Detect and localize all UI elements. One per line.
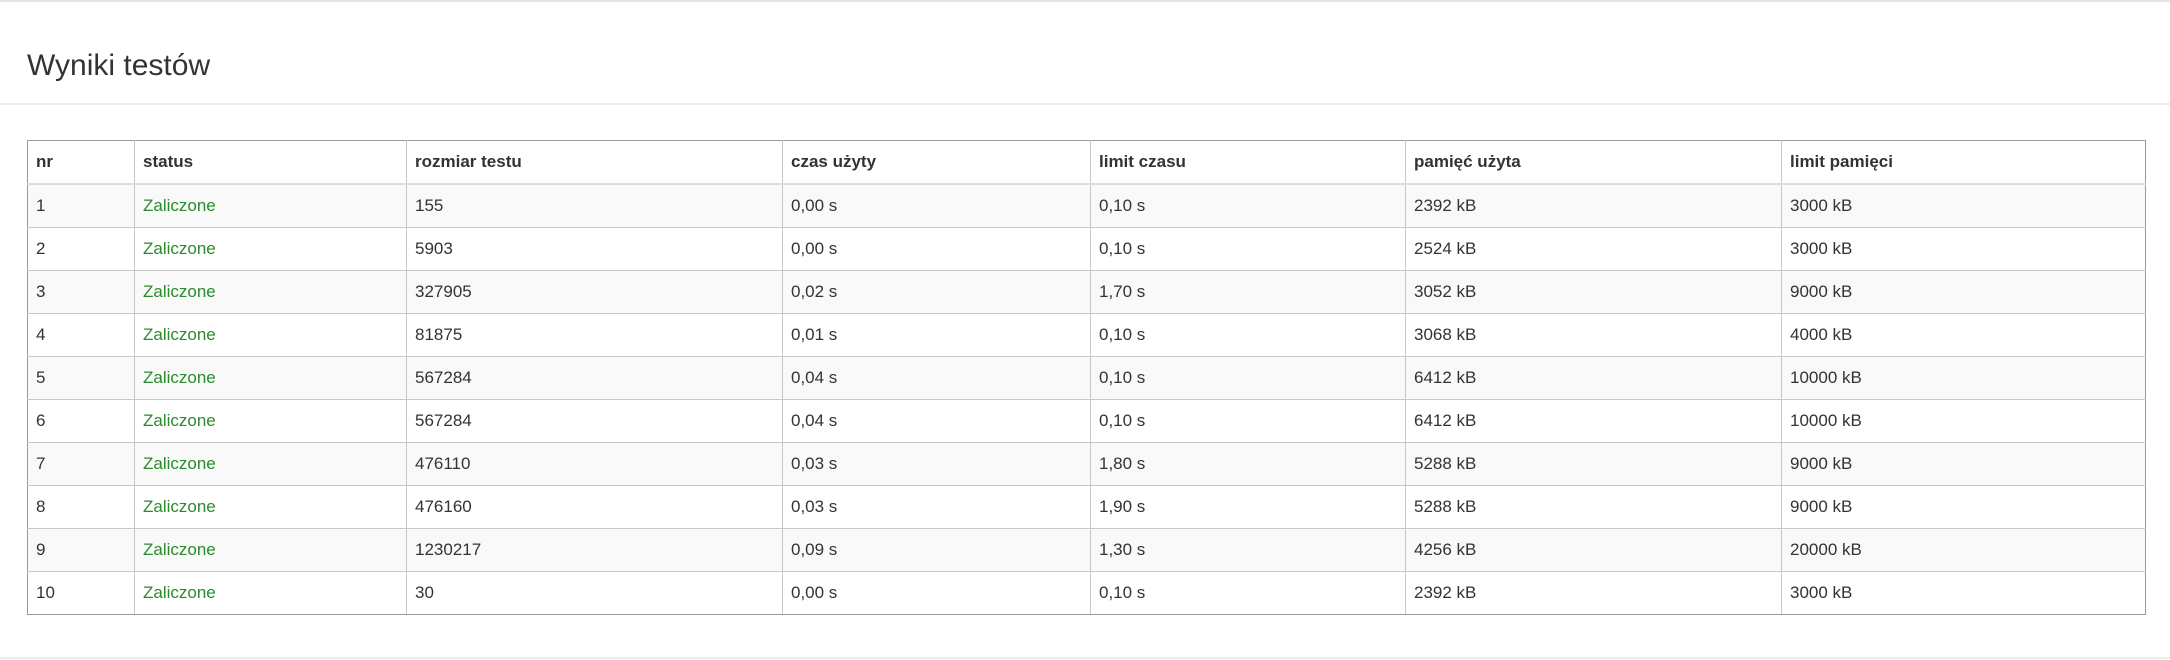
cell-status: Zaliczone [134,227,407,271]
cell-time-used: 0,00 s [782,183,1091,228]
cell-time-limit: 0,10 s [1090,227,1406,271]
cell-test-size: 30 [406,571,783,615]
table-row: 1 Zaliczone 155 0,00 s 0,10 s 2392 kB 3000 kB [27,183,2146,228]
cell-memory-limit: 10000 kB [1781,356,2146,400]
table-row: 6 Zaliczone 567284 0,04 s 0,10 s 6412 kB 10000… [27,399,2146,443]
cell-time-limit: 0,10 s [1090,399,1406,443]
cell-status: Zaliczone [134,356,407,400]
cell-memory-used: 6412 kB [1405,356,1782,400]
column-header-nr: nr [27,140,135,185]
table-row: 3 Zaliczone 327905 0,02 s 1,70 s 3052 kB 9000 … [27,270,2146,314]
table-row: 4 Zaliczone 81875 0,01 s 0,10 s 3068 kB 4000 k… [27,313,2146,357]
test-results-table: nr status rozmiar testu czas użyty limit… [27,140,2146,615]
cell-time-used: 0,09 s [782,528,1091,572]
cell-time-used: 0,00 s [782,571,1091,615]
cell-test-size: 1230217 [406,528,783,572]
top-divider [0,0,2170,2]
cell-nr: 6 [27,399,135,443]
cell-memory-limit: 4000 kB [1781,313,2146,357]
cell-test-size: 476110 [406,442,783,486]
cell-time-used: 0,03 s [782,485,1091,529]
cell-memory-limit: 9000 kB [1781,442,2146,486]
cell-time-used: 0,00 s [782,227,1091,271]
column-header-memory-used: pamięć użyta [1405,140,1782,185]
cell-time-limit: 1,80 s [1090,442,1406,486]
table-row: 10 Zaliczone 30 0,00 s 0,10 s 2392 kB 3000 kB [27,571,2146,615]
cell-nr: 7 [27,442,135,486]
cell-memory-used: 3052 kB [1405,270,1782,314]
cell-test-size: 81875 [406,313,783,357]
cell-status: Zaliczone [134,442,407,486]
cell-test-size: 567284 [406,399,783,443]
page-title: Wyniki testów [27,49,211,82]
cell-memory-limit: 9000 kB [1781,270,2146,314]
cell-memory-used: 4256 kB [1405,528,1782,572]
cell-memory-used: 2392 kB [1405,571,1782,615]
column-header-time-used: czas użyty [782,140,1091,185]
cell-test-size: 476160 [406,485,783,529]
cell-time-limit: 1,70 s [1090,270,1406,314]
cell-time-used: 0,01 s [782,313,1091,357]
cell-time-limit: 1,30 s [1090,528,1406,572]
cell-time-limit: 1,90 s [1090,485,1406,529]
cell-nr: 4 [27,313,135,357]
cell-memory-used: 5288 kB [1405,442,1782,486]
cell-nr: 9 [27,528,135,572]
cell-memory-used: 2524 kB [1405,227,1782,271]
cell-status: Zaliczone [134,571,407,615]
cell-memory-limit: 3000 kB [1781,571,2146,615]
cell-time-limit: 0,10 s [1090,356,1406,400]
cell-nr: 3 [27,270,135,314]
cell-memory-limit: 3000 kB [1781,227,2146,271]
column-header-test-size: rozmiar testu [406,140,783,185]
table-row: 7 Zaliczone 476110 0,03 s 1,80 s 5288 kB 9000 … [27,442,2146,486]
cell-time-used: 0,02 s [782,270,1091,314]
table-row: 2 Zaliczone 5903 0,00 s 0,10 s 2524 kB 3000 kB [27,227,2146,271]
column-header-memory-limit: limit pamięci [1781,140,2146,185]
cell-nr: 2 [27,227,135,271]
cell-status: Zaliczone [134,313,407,357]
cell-status: Zaliczone [134,485,407,529]
cell-nr: 1 [27,183,135,228]
page-header: Wyniki testów [0,2,2170,105]
table-body: 1 Zaliczone 155 0,00 s 0,10 s 2392 kB 3000 kB 2… [27,183,2146,615]
cell-time-limit: 0,10 s [1090,313,1406,357]
cell-time-limit: 0,10 s [1090,183,1406,228]
cell-memory-used: 2392 kB [1405,183,1782,228]
cell-time-used: 0,04 s [782,399,1091,443]
cell-memory-limit: 20000 kB [1781,528,2146,572]
cell-memory-used: 6412 kB [1405,399,1782,443]
cell-status: Zaliczone [134,528,407,572]
cell-memory-limit: 9000 kB [1781,485,2146,529]
cell-time-used: 0,04 s [782,356,1091,400]
cell-status: Zaliczone [134,399,407,443]
cell-nr: 8 [27,485,135,529]
cell-test-size: 5903 [406,227,783,271]
table-row: 8 Zaliczone 476160 0,03 s 1,90 s 5288 kB 9000 … [27,485,2146,529]
column-header-time-limit: limit czasu [1090,140,1406,185]
cell-memory-used: 5288 kB [1405,485,1782,529]
cell-status: Zaliczone [134,183,407,228]
bottom-divider [0,657,2170,659]
cell-test-size: 155 [406,183,783,228]
cell-nr: 10 [27,571,135,615]
column-header-status: status [134,140,407,185]
cell-test-size: 327905 [406,270,783,314]
cell-memory-limit: 3000 kB [1781,183,2146,228]
cell-memory-limit: 10000 kB [1781,399,2146,443]
cell-status: Zaliczone [134,270,407,314]
cell-memory-used: 3068 kB [1405,313,1782,357]
cell-nr: 5 [27,356,135,400]
cell-time-used: 0,03 s [782,442,1091,486]
table-row: 9 Zaliczone 1230217 0,09 s 1,30 s 4256 kB 2000… [27,528,2146,572]
table-header-row: nr status rozmiar testu czas użyty limit… [27,140,2146,185]
cell-test-size: 567284 [406,356,783,400]
table-row: 5 Zaliczone 567284 0,04 s 0,10 s 6412 kB 10000… [27,356,2146,400]
cell-time-limit: 0,10 s [1090,571,1406,615]
